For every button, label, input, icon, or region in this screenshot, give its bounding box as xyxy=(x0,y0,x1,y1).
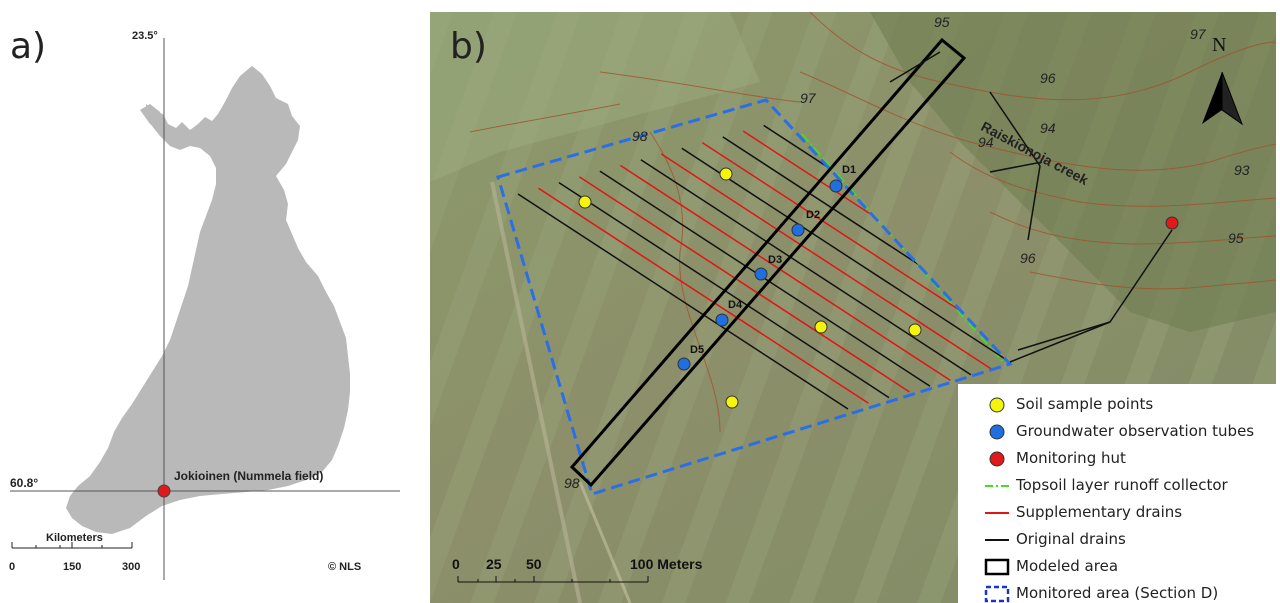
contour-lines xyxy=(469,12,1276,433)
scale-tick-50: 50 xyxy=(526,556,542,572)
meter-scalebar-graphic xyxy=(457,576,649,583)
scalebar-tick-300: 300 xyxy=(122,561,141,573)
scalebar-tick-150: 150 xyxy=(63,561,82,573)
contour-label: 96 xyxy=(1020,250,1036,266)
groundwater-tube-point xyxy=(829,179,843,193)
groundwater-tube-point xyxy=(677,357,691,371)
contour-label: 98 xyxy=(564,475,580,491)
blue-dashed-rectangle-icon xyxy=(984,585,1010,603)
contour-label: 93 xyxy=(1234,162,1250,178)
panel-a-label: a) xyxy=(10,26,47,67)
legend-label: Monitoring hut xyxy=(1016,449,1126,467)
red-line-icon xyxy=(985,512,1009,514)
tube-label: D5 xyxy=(690,344,705,356)
groundwater-tube-point xyxy=(715,313,729,327)
blue-dot-icon xyxy=(989,424,1005,440)
contour-label: 98 xyxy=(632,128,648,144)
site-label: Jokioinen (Nummela field) xyxy=(174,469,324,483)
contour-label: 94 xyxy=(1040,120,1056,136)
supplementary-drain-line xyxy=(619,164,951,382)
legend-label: Modeled area xyxy=(1016,557,1119,575)
groundwater-tube-point xyxy=(754,267,768,281)
legend-item: Soil sample points xyxy=(958,392,1276,418)
finland-northwest-arm xyxy=(140,104,166,130)
north-label: N xyxy=(1212,34,1227,56)
legend-item: Modeled area xyxy=(958,554,1276,580)
panel-b-label: b) xyxy=(450,26,487,67)
black-rectangle-icon xyxy=(984,558,1010,576)
legend-item: Monitoring hut xyxy=(958,446,1276,472)
supplementary-drain-line xyxy=(538,187,869,404)
tube-label: D1 xyxy=(842,164,857,176)
finland-overview-map xyxy=(10,38,400,580)
monitoring-hut-point xyxy=(1165,216,1179,230)
collector-drains xyxy=(889,51,1173,363)
legend-label: Monitored area (Section D) xyxy=(1016,584,1219,602)
supplementary-drain-line xyxy=(660,153,992,370)
km-scalebar xyxy=(11,542,133,549)
meter-scalebar: 0 25 50 100 Meters xyxy=(452,556,712,596)
tube-label: D3 xyxy=(768,254,783,266)
site-marker xyxy=(157,484,171,498)
meridian-label: 23.5° xyxy=(132,30,158,42)
parallel-label: 60.8° xyxy=(10,476,39,490)
original-drain-line xyxy=(640,159,972,376)
legend-item: Monitored area (Section D) xyxy=(958,581,1276,603)
contour-label: 95 xyxy=(934,14,950,30)
legend-item: Supplementary drains xyxy=(958,500,1276,526)
soil-sample-point xyxy=(725,395,739,409)
soil-sample-point xyxy=(719,167,733,181)
black-line-icon xyxy=(985,539,1009,541)
legend-item: Topsoil layer runoff collector xyxy=(958,473,1276,499)
legend-label: Original drains xyxy=(1016,530,1126,548)
original-drain-line xyxy=(681,147,1010,364)
legend-label: Supplementary drains xyxy=(1016,503,1183,521)
tube-label: D4 xyxy=(728,299,743,311)
yellow-dot-icon xyxy=(989,397,1005,413)
supplementary-drain-line xyxy=(579,176,910,393)
contour-label: 94 xyxy=(978,134,994,150)
soil-sample-point xyxy=(578,195,592,209)
original-drain-line xyxy=(517,193,849,410)
monitored-area-outline xyxy=(496,98,1013,496)
runoff-collector-line xyxy=(801,133,1005,364)
scale-tick-25: 25 xyxy=(486,556,502,572)
map-legend: Soil sample points Groundwater observatio… xyxy=(958,384,1276,603)
green-dashdot-line-icon xyxy=(985,485,1009,487)
aerial-site-map: b) N Raiskionoja creek 95 96 97 97 98 94 94 93 9… xyxy=(430,12,1276,603)
groundwater-tube-point xyxy=(791,223,805,237)
finland-land xyxy=(66,66,350,534)
scale-tick-0: 0 xyxy=(452,556,460,572)
soil-sample-point xyxy=(908,323,922,337)
soil-sample-point xyxy=(814,320,828,334)
red-dot-icon xyxy=(989,451,1005,467)
contour-label: 95 xyxy=(1228,230,1244,246)
contour-label: 96 xyxy=(1040,70,1056,86)
scale-tick-100: 100 Meters xyxy=(630,556,703,572)
legend-label: Topsoil layer runoff collector xyxy=(1016,476,1228,494)
scalebar-tick-0: 0 xyxy=(9,561,16,573)
modeled-area-outline xyxy=(569,37,967,488)
north-arrow-icon xyxy=(1202,71,1244,126)
credit-label: © NLS xyxy=(328,561,362,573)
legend-label: Groundwater observation tubes xyxy=(1016,422,1255,440)
legend-item: Groundwater observation tubes xyxy=(958,419,1276,445)
tube-label: D2 xyxy=(806,209,821,221)
legend-item: Original drains xyxy=(958,527,1276,553)
contour-label: 97 xyxy=(800,90,816,106)
contour-label: 97 xyxy=(1190,26,1206,42)
legend-label: Soil sample points xyxy=(1016,395,1154,413)
scalebar-title: Kilometers xyxy=(46,532,103,544)
